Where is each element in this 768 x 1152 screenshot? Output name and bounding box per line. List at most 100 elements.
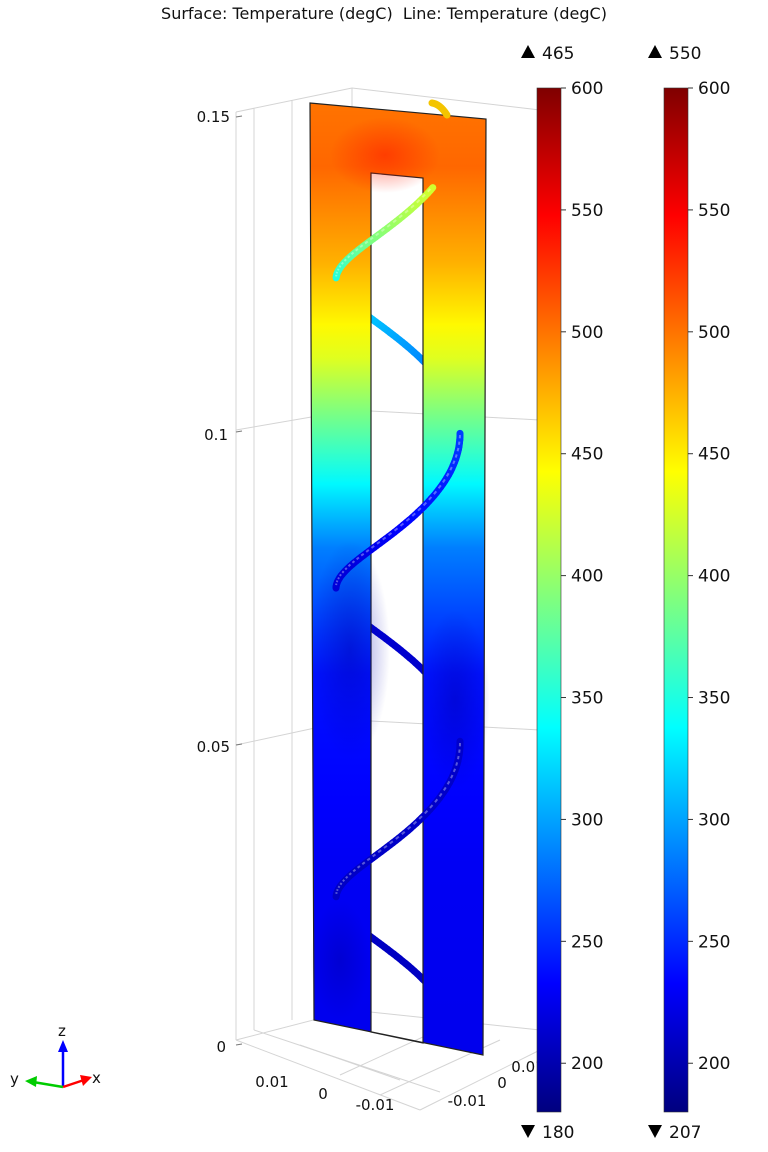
- helix-highlight: [341, 570, 345, 574]
- colorbar-tick-label: 250: [698, 932, 730, 952]
- helix-highlight: [376, 540, 381, 545]
- x-arrowhead-icon: [80, 1075, 92, 1086]
- helix-highlight: [338, 265, 342, 268]
- axis-triad: z y x: [10, 1022, 101, 1089]
- helix-highlight: [350, 251, 355, 255]
- y-arrow-icon: [32, 1080, 64, 1089]
- helix-highlight: [389, 840, 394, 845]
- min-marker-label: 207: [669, 1123, 701, 1143]
- helix-highlight: [340, 261, 344, 265]
- helix-highlight: [455, 762, 459, 766]
- helix-highlight: [450, 774, 454, 779]
- min-marker-label: 180: [542, 1123, 574, 1143]
- helix-highlight: [416, 199, 421, 204]
- helix-highlight: [456, 447, 460, 452]
- y-tick-label: -0.01: [356, 1096, 395, 1114]
- y-arrowhead-icon: [25, 1076, 37, 1087]
- colorbar-strip: [663, 87, 689, 1113]
- helix-highlight: [421, 193, 426, 198]
- helix-highlight: [339, 573, 342, 577]
- helix-highlight: [366, 857, 371, 862]
- colorbars: 200 250 300 350 400 450 500 550 600 465 180 200 250 3…: [521, 44, 730, 1143]
- colorbar-tick-label: 500: [571, 323, 603, 343]
- colorbar-tick-label: 350: [698, 689, 730, 709]
- helix-highlight: [401, 831, 406, 835]
- z-tick-label: 0.05: [197, 738, 230, 756]
- colorbar-tick-label: 450: [698, 445, 730, 465]
- helix-highlight: [383, 845, 388, 849]
- helix-highlight: [452, 768, 457, 773]
- colorbar-tick-label: 400: [571, 567, 603, 587]
- z-arrowhead-icon: [58, 1040, 68, 1052]
- plate-surface: [309, 102, 490, 1056]
- helix-highlight: [434, 798, 439, 803]
- max-marker-icon: [521, 45, 535, 58]
- colorbar-tick-label: 250: [571, 932, 603, 952]
- helix-highlight: [369, 236, 374, 241]
- helix-highlight: [337, 885, 341, 889]
- triad-y-label: y: [10, 1070, 19, 1088]
- helix-highlight: [393, 527, 399, 532]
- colorbar-tick-label: 600: [698, 79, 730, 99]
- colorbar-tick-label: 600: [571, 79, 603, 99]
- helix-highlight: [356, 865, 361, 869]
- helix-top-stub: [428, 99, 451, 119]
- helix-highlight: [348, 872, 352, 876]
- colorbar-tick-label: 300: [571, 810, 603, 830]
- helix-highlight: [454, 454, 458, 458]
- helix-highlight: [355, 248, 359, 252]
- x-tick-label: 0.01: [511, 1058, 544, 1076]
- helix-highlight: [392, 219, 397, 224]
- helix-highlight: [404, 209, 409, 214]
- colorbar-strip: [536, 87, 562, 1113]
- colorbar-line: 200 250 300 350 400 450 500 550 600 550 207: [648, 44, 730, 1143]
- z-axis: 0.15 0.1 0.05 0: [197, 108, 230, 1056]
- z-tick-label: 0.15: [197, 108, 230, 126]
- helix-highlight: [417, 507, 422, 512]
- helix-highlight: [343, 258, 347, 262]
- helix-highlight: [433, 490, 438, 495]
- colorbar-surface: 200 250 300 350 400 450 500 550 600 465 180: [521, 44, 603, 1143]
- helix-highlight: [387, 532, 393, 536]
- helix-highlight: [445, 472, 450, 477]
- x-tick-label: -0.01: [448, 1092, 487, 1110]
- x-arrow-icon: [62, 1078, 85, 1089]
- helix-highlight: [438, 792, 443, 797]
- grid-lines: [235, 87, 541, 1111]
- colorbar-tick-label: 550: [698, 201, 730, 221]
- helix-highlight: [335, 271, 339, 274]
- helix-highlight: [386, 223, 391, 228]
- triad-x-label: x: [92, 1069, 101, 1087]
- helix-highlight: [365, 549, 370, 553]
- helix-highlight: [382, 536, 387, 541]
- plot-title: Surface: Temperature (degC) Line: Temper…: [161, 4, 607, 23]
- helix-highlight: [405, 517, 411, 522]
- colorbar-tick-label: 400: [698, 567, 730, 587]
- max-marker-label: 550: [669, 44, 701, 64]
- helix-highlight: [398, 214, 403, 219]
- helix-highlight: [452, 460, 456, 465]
- helix-highlight: [352, 868, 357, 873]
- helix-highlight: [360, 552, 365, 557]
- max-marker-icon: [648, 45, 662, 58]
- x-tick-label: 0: [497, 1074, 507, 1092]
- helix-highlight: [437, 484, 442, 489]
- helix-highlight: [355, 556, 360, 561]
- x-axis: -0.01 0 0.01: [448, 1058, 545, 1110]
- helix-highlight: [429, 804, 434, 809]
- helix-highlight: [422, 501, 428, 507]
- colorbar-tick-label: 450: [571, 445, 603, 465]
- y-axis: 0.01 0 -0.01: [255, 1073, 394, 1114]
- helix-highlight: [446, 780, 451, 785]
- helix-highlight: [337, 576, 340, 580]
- helix-front: [332, 184, 464, 901]
- helix-highlight: [449, 466, 453, 471]
- helix-highlight: [427, 188, 432, 193]
- colorbar-tick-label: 350: [571, 689, 603, 709]
- colorbar-tick-label: 300: [698, 810, 730, 830]
- helix-highlight: [380, 228, 385, 232]
- colorbar-tick-label: 200: [698, 1054, 730, 1074]
- helix-highlight: [418, 815, 423, 820]
- y-tick-label: 0.01: [255, 1073, 288, 1091]
